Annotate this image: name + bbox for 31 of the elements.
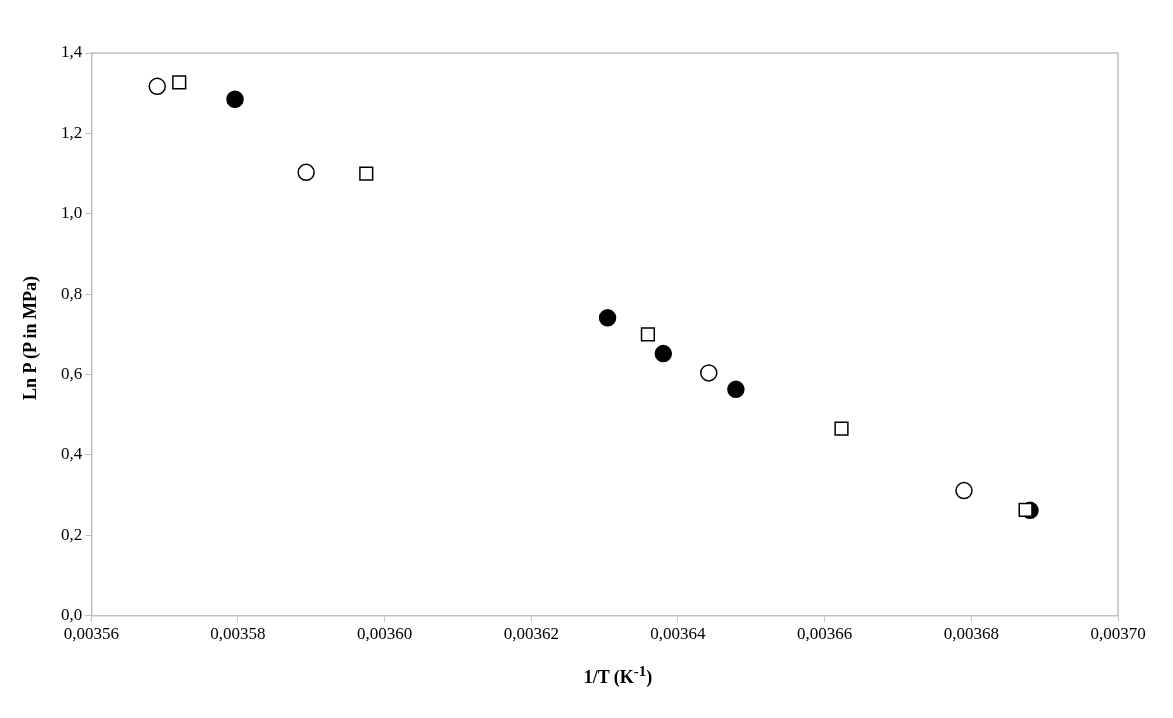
y-tick-label: 0,4 <box>61 444 83 464</box>
x-tick-label: 0,00362 <box>503 624 559 644</box>
x-tick-label: 0,00370 <box>1090 624 1146 644</box>
point <box>640 327 656 342</box>
point <box>297 163 315 182</box>
point <box>700 364 718 382</box>
point <box>955 481 973 500</box>
x-tick-label: 0,00368 <box>943 624 999 644</box>
x-tick-label: 0,00366 <box>797 624 853 644</box>
x-tick-label: 0,00360 <box>356 624 413 644</box>
point <box>834 421 849 436</box>
y-axis-title: Ln P (P in MPa) <box>19 275 41 401</box>
x-tick-label: 0,00358 <box>210 624 266 644</box>
y-tick-label: 1,0 <box>61 203 83 223</box>
x-axis-title: 1/T (K$^{-1}$) <box>582 663 654 688</box>
y-tick-label: 0,6 <box>61 363 83 383</box>
y-tick-label: 0,8 <box>61 283 83 303</box>
x-tick-label: 0,00364 <box>650 624 707 644</box>
point <box>598 309 617 327</box>
point <box>359 166 374 181</box>
y-tick-label: 1,2 <box>61 122 83 142</box>
point <box>654 344 673 363</box>
x-tick-label: 0,00356 <box>63 624 119 644</box>
point <box>148 77 167 96</box>
point <box>172 75 187 90</box>
point <box>1018 502 1033 518</box>
y-tick-label: 0,2 <box>61 524 83 544</box>
point <box>226 90 244 108</box>
point <box>727 380 745 399</box>
y-tick-label: 0,0 <box>61 605 83 625</box>
y-tick-label: 1,4 <box>61 42 83 62</box>
